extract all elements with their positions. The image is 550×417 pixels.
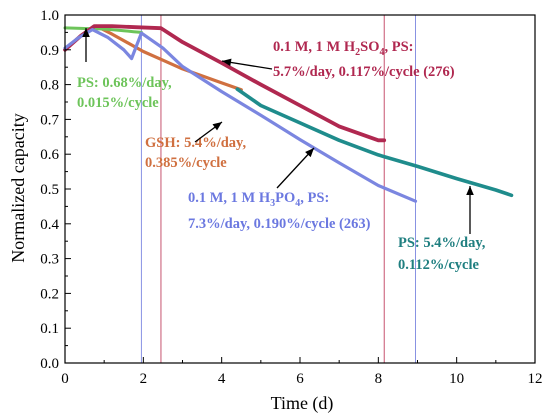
annotation-layer: 0.1 M, 1 M H2SO4, PS: 5.7%/day, 0.117%/cy… [77, 28, 486, 273]
y-tick-label-4: 0.4 [40, 217, 59, 233]
y-tick-label-3: 0.3 [40, 252, 59, 268]
annotation-2: GSH: 5.4%/day, 0.385%/cycle [145, 135, 246, 171]
x-tick-label-5: 10 [449, 371, 464, 387]
y-tick-label-2: 0.2 [40, 286, 59, 302]
axes-layer: 0 2 4 6 8 10 12 0.0 0.1 0.2 0.3 0.4 0.5 0.6 0.7 0.8 0.9 1… [40, 8, 542, 387]
y-tick-label-8: 0.8 [40, 78, 59, 94]
y-tick-label-7: 0.7 [40, 112, 59, 128]
series-line-4 [235, 87, 514, 198]
annotation-0: 0.1 M, 1 M H2SO4, PS: 5.7%/day, 0.117%/cy… [273, 39, 455, 80]
x-tick-label-2: 4 [218, 371, 226, 387]
x-axis-title: Time (d) [271, 393, 334, 414]
annotation-arrow-1 [82, 28, 90, 62]
series-line-2 [63, 24, 387, 143]
y-axis-title: Normalized capacity [8, 113, 28, 262]
annotation-arrow-2 [194, 121, 223, 143]
arrow-head-1 [82, 28, 90, 37]
x-tick-label-4: 8 [375, 371, 383, 387]
annotation-arrow-0 [221, 58, 273, 70]
y-tick-label-6: 0.6 [40, 147, 59, 163]
y-tick-label-0: 0.0 [40, 356, 59, 372]
x-tick-label-1: 2 [140, 371, 148, 387]
series-layer [63, 24, 514, 203]
series-line-3 [63, 28, 418, 203]
arrow-head-4 [466, 186, 474, 195]
x-tick-label-3: 6 [296, 371, 304, 387]
arrow-head-0 [222, 58, 232, 67]
annotation-arrow-4 [466, 186, 474, 234]
x-tick-label-6: 12 [528, 371, 543, 387]
arrow-head-3 [305, 148, 314, 158]
annotation-arrow-3 [276, 147, 315, 189]
y-tick-label-10: 1.0 [40, 8, 59, 24]
annotation-1: PS: 0.68%/day, 0.015%/cycle [77, 75, 172, 111]
series-line-0 [63, 26, 143, 34]
y-tick-label-1: 0.1 [40, 321, 59, 337]
y-tick-label-5: 0.5 [40, 182, 59, 198]
annotation-4: PS: 5.4%/day, 0.112%/cycle [398, 235, 486, 273]
x-tick-label-0: 0 [61, 371, 69, 387]
arrow-head-2 [212, 122, 222, 131]
y-tick-label-9: 0.9 [40, 43, 59, 59]
arrow-shaft-3 [276, 147, 315, 189]
series-line-1 [94, 24, 243, 92]
annotation-3: 0.1 M, 1 M H3PO4, PS: 7.3%/day, 0.190%/cy… [188, 190, 371, 232]
